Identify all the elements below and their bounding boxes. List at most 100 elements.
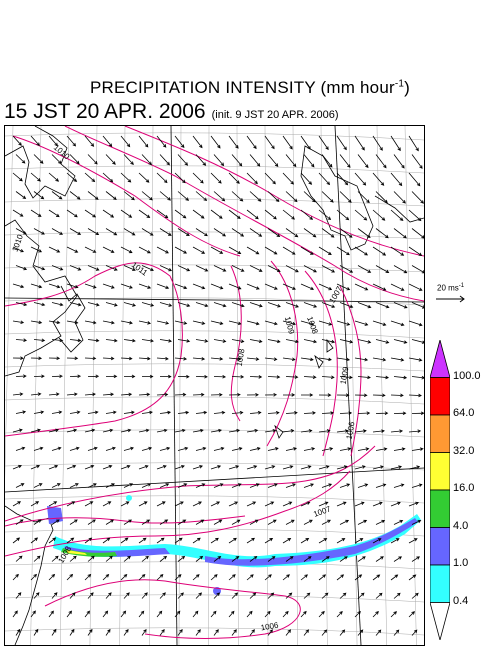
wind-vector bbox=[174, 209, 187, 219]
wind-vector bbox=[267, 629, 273, 636]
wind-vector bbox=[84, 392, 96, 397]
wind-vector bbox=[192, 610, 199, 618]
wind-vector bbox=[246, 428, 259, 433]
wind-vector bbox=[51, 191, 63, 200]
wind-vector bbox=[246, 574, 254, 581]
wind-vector bbox=[51, 592, 58, 599]
wind-vector bbox=[156, 537, 165, 544]
wind-vector bbox=[195, 519, 205, 525]
wind-vector bbox=[411, 629, 418, 636]
wind-vector bbox=[33, 592, 40, 599]
wind-vector bbox=[105, 265, 118, 271]
wind-vector bbox=[177, 339, 191, 343]
wind-vector bbox=[87, 228, 100, 235]
wind-vector bbox=[228, 574, 236, 581]
wind-vector bbox=[142, 374, 154, 379]
wind-vector bbox=[120, 537, 129, 544]
wind-vector bbox=[105, 302, 118, 307]
wind-vector bbox=[141, 410, 153, 415]
wind-vector bbox=[228, 610, 235, 618]
wind-vector bbox=[285, 265, 299, 273]
wind-vector bbox=[321, 411, 335, 415]
isobar-11 bbox=[5, 515, 246, 527]
wind-vector bbox=[69, 302, 82, 307]
wind-vector bbox=[12, 501, 22, 507]
wind-vector bbox=[393, 519, 404, 525]
wind-vector bbox=[159, 265, 173, 272]
wind-vector bbox=[375, 556, 384, 562]
wind-vector bbox=[246, 283, 260, 290]
wind-vector bbox=[138, 209, 151, 218]
wind-vector bbox=[321, 519, 331, 525]
wind-vector bbox=[321, 339, 336, 344]
wind-vector bbox=[318, 538, 328, 544]
wind-vector bbox=[375, 191, 388, 204]
wind-vector bbox=[156, 135, 167, 148]
wind-vector bbox=[177, 519, 187, 525]
wind-vector bbox=[375, 447, 388, 451]
wind-vector bbox=[249, 483, 260, 488]
wind-vector bbox=[301, 393, 314, 397]
wind-vector bbox=[411, 154, 423, 169]
wind-vector bbox=[12, 209, 24, 217]
wind-vector bbox=[123, 338, 136, 343]
wind-vector bbox=[156, 574, 164, 581]
wind-vector bbox=[354, 538, 364, 544]
wind-vector bbox=[138, 356, 151, 361]
isobar-4 bbox=[5, 262, 183, 437]
wind-vector bbox=[354, 574, 363, 581]
wind-vector bbox=[210, 465, 222, 470]
wind-vector bbox=[264, 574, 272, 581]
wind-vector bbox=[138, 392, 151, 397]
wind-vector bbox=[264, 320, 278, 326]
wind-vector bbox=[336, 610, 343, 618]
wind-vector bbox=[87, 265, 100, 271]
wind-vector bbox=[159, 339, 173, 343]
wind-vector bbox=[210, 283, 224, 290]
wind-vector bbox=[303, 629, 310, 636]
wind-vector bbox=[408, 172, 421, 187]
wind-vector bbox=[228, 135, 239, 149]
wind-vector bbox=[249, 375, 263, 379]
wind-vector bbox=[177, 555, 186, 562]
wind-vector bbox=[390, 209, 404, 221]
wind-vector bbox=[300, 610, 307, 618]
wind-vector bbox=[213, 410, 226, 415]
wind-vector bbox=[303, 339, 318, 344]
wind-vector bbox=[372, 246, 387, 256]
wind-vector bbox=[390, 611, 398, 618]
wind-vector bbox=[231, 556, 240, 562]
grid-line bbox=[5, 495, 424, 504]
wind-vector bbox=[84, 464, 95, 470]
wind-vector bbox=[120, 610, 127, 618]
wind-scale-label: 20 ms-1 bbox=[437, 283, 464, 293]
wind-vector bbox=[267, 302, 281, 308]
wind-vector bbox=[84, 573, 92, 581]
grid-line bbox=[5, 429, 424, 438]
wind-vector bbox=[105, 338, 118, 343]
grid-line bbox=[5, 132, 424, 141]
wind-vector bbox=[138, 283, 152, 289]
wind-vector bbox=[336, 320, 351, 326]
wind-vector bbox=[303, 154, 315, 168]
wind-vector bbox=[105, 228, 118, 236]
wind-vector bbox=[192, 172, 204, 184]
wind-vector bbox=[102, 246, 115, 253]
wind-vector bbox=[264, 283, 278, 290]
wind-vector bbox=[12, 356, 24, 360]
wind-vector bbox=[300, 574, 308, 581]
wind-vector bbox=[30, 392, 42, 396]
wind-vector bbox=[303, 191, 316, 203]
wind-vector bbox=[123, 519, 133, 525]
wind-vector bbox=[393, 375, 408, 380]
wind-vector bbox=[87, 628, 93, 636]
wind-vector bbox=[375, 154, 387, 169]
wind-vector bbox=[177, 446, 189, 451]
wind-vector bbox=[336, 135, 347, 151]
wind-vector bbox=[156, 209, 169, 219]
wind-vector bbox=[231, 265, 245, 272]
wind-vector bbox=[138, 172, 150, 183]
wind-vector bbox=[282, 172, 294, 185]
wind-vector bbox=[336, 209, 350, 221]
coastline-north bbox=[5, 126, 76, 199]
